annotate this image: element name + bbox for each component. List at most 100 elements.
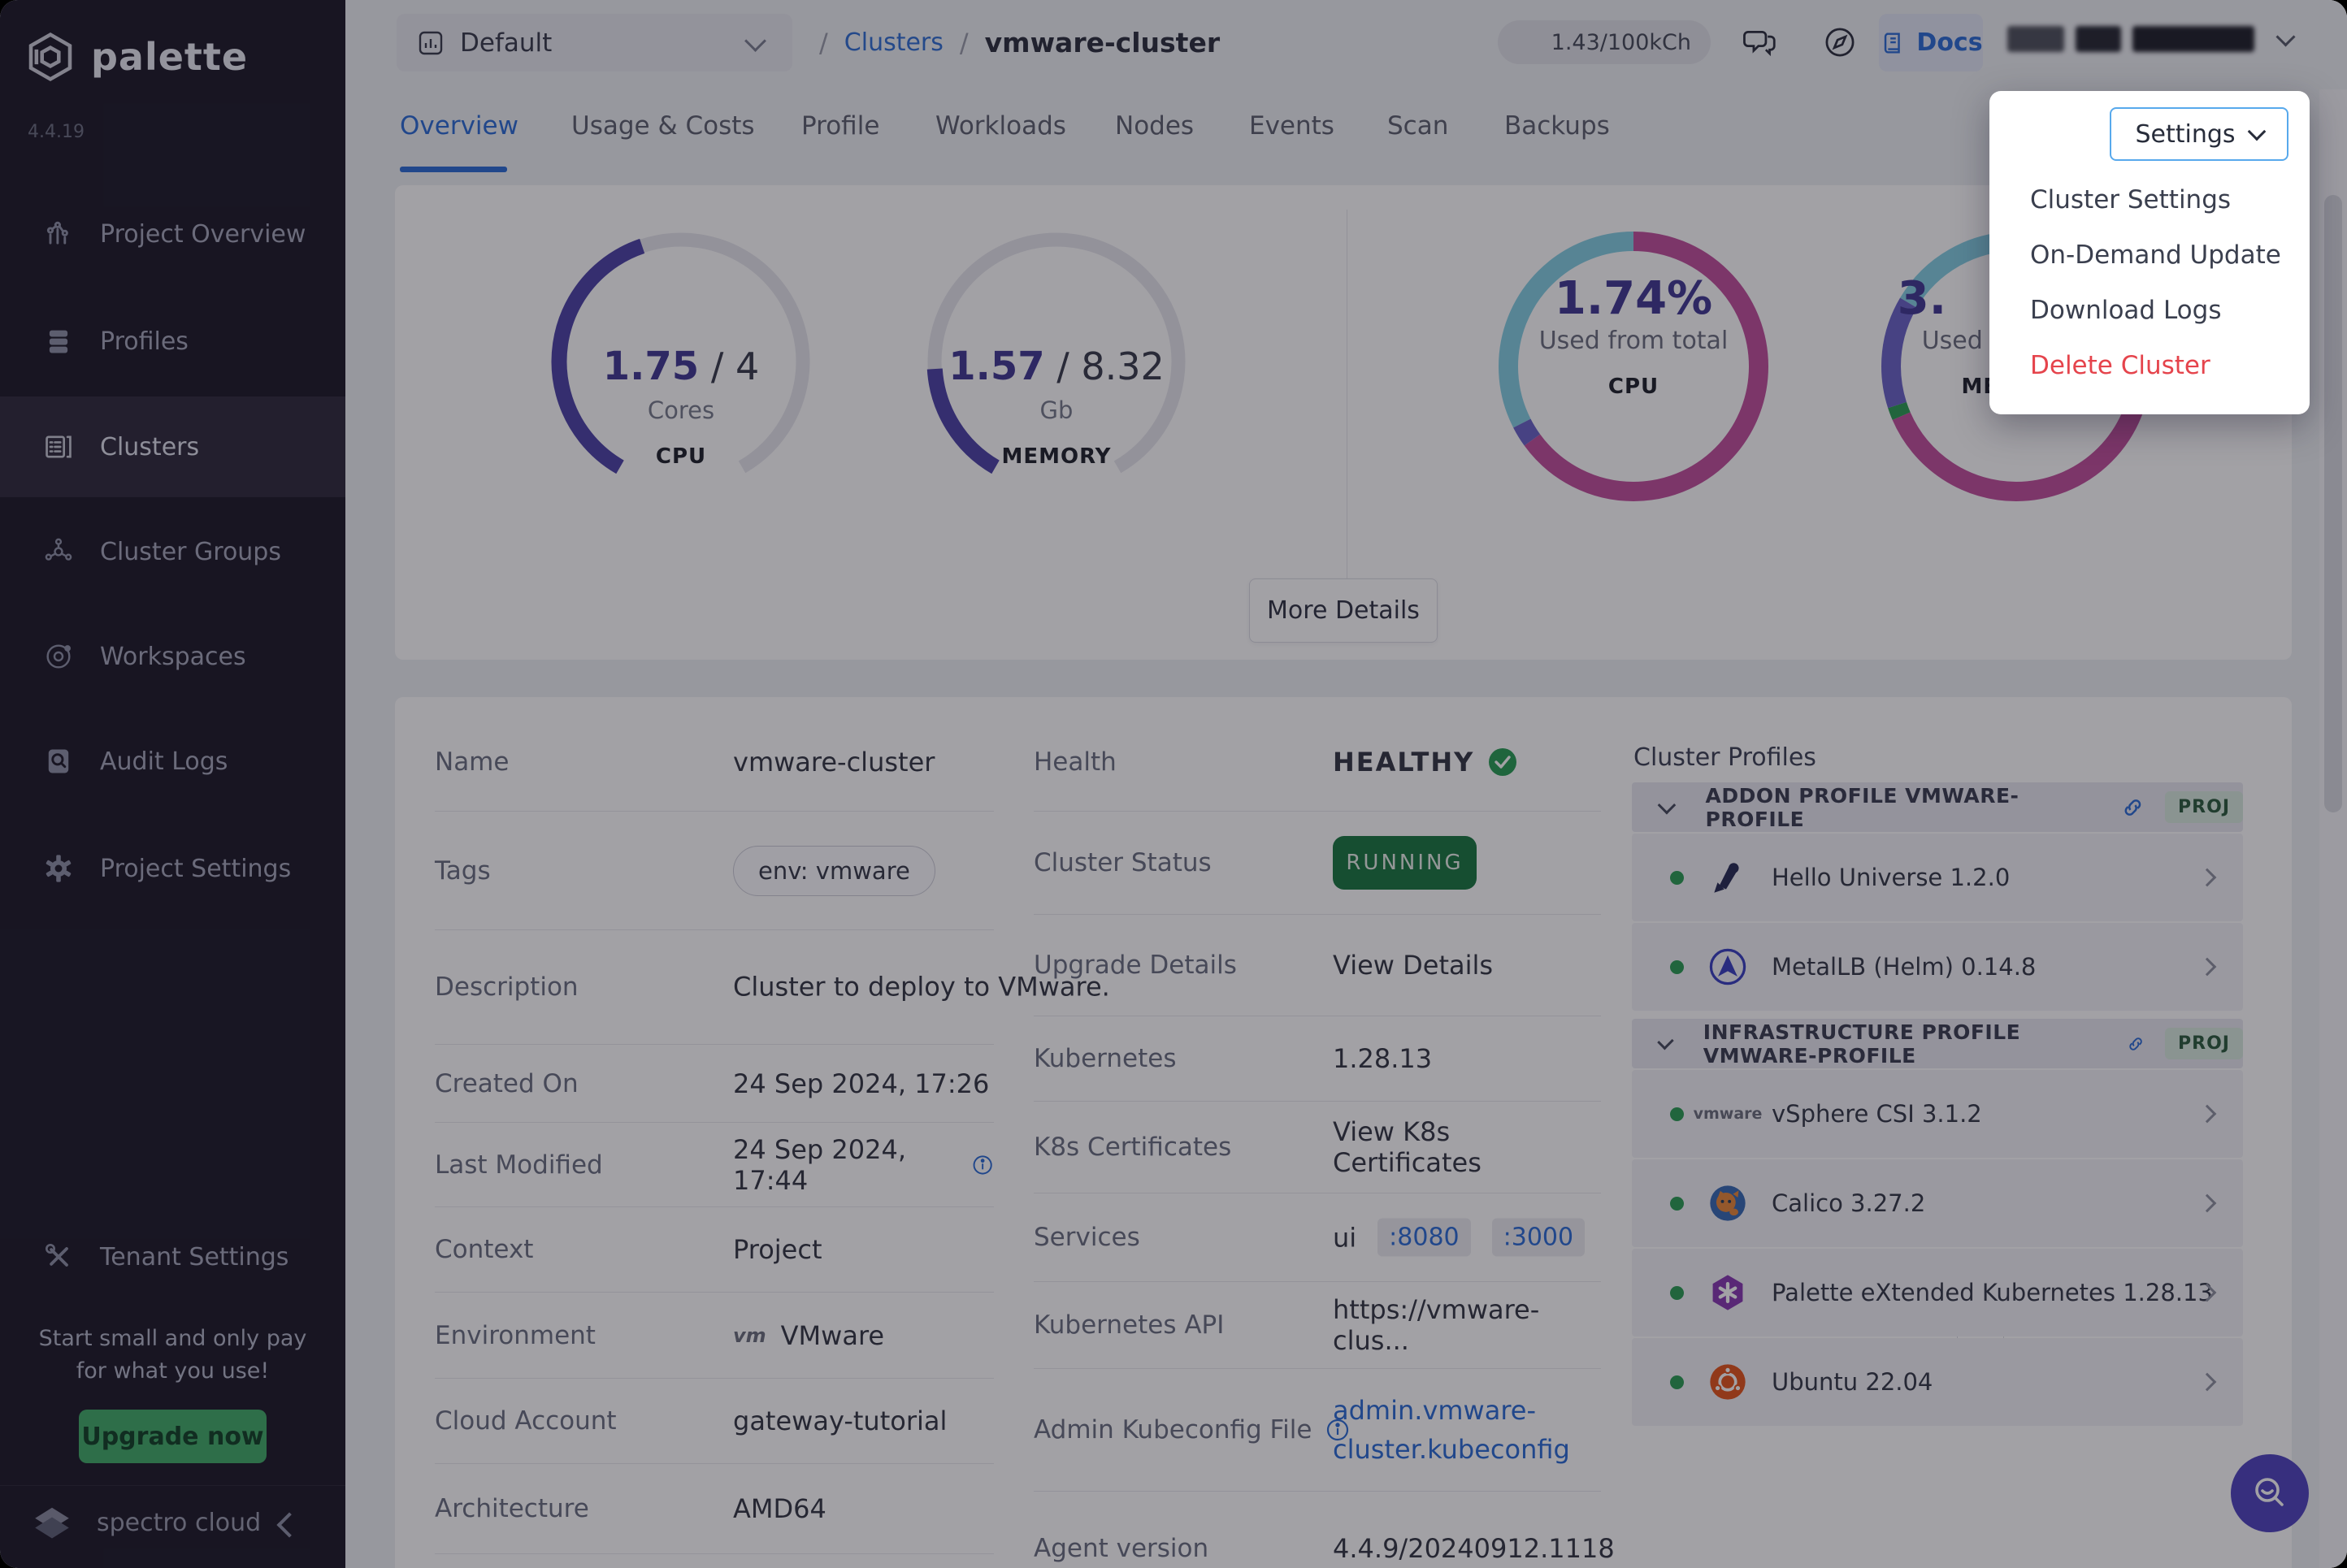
- service-port-link[interactable]: :3000: [1491, 1218, 1586, 1257]
- view-k8s-certificates-link[interactable]: View K8s Certificates: [1333, 1116, 1482, 1178]
- status-dot-green: [1670, 1375, 1684, 1389]
- workspaces-icon: [41, 639, 76, 674]
- memory-used-value: 1.57: [948, 344, 1045, 389]
- user-name-redacted: [2007, 26, 2064, 52]
- profile-layer-calico[interactable]: Calico 3.27.2: [1632, 1159, 2243, 1247]
- field-value: 4.4.9/20240912.1118: [1333, 1533, 1615, 1564]
- addon-profile-header[interactable]: ADDON PROFILE VMWARE-PROFILE PROJ: [1632, 782, 2243, 832]
- sidebar-item-clusters[interactable]: Clusters: [0, 398, 345, 496]
- field-label: Environment: [435, 1320, 596, 1350]
- details-left-column: Name vmware-cluster Tags env: vmware Des…: [435, 713, 1389, 1554]
- sidebar-item-audit-logs[interactable]: Audit Logs: [0, 713, 345, 810]
- link-icon[interactable]: [2120, 795, 2145, 821]
- project-selector[interactable]: Default: [397, 14, 792, 71]
- view-details-link[interactable]: View Details: [1333, 950, 1494, 981]
- proj-badge: PROJ: [2165, 1028, 2243, 1059]
- detail-row-environment: Environment vm VMware: [435, 1293, 994, 1379]
- tab-usage-costs[interactable]: Usage & Costs: [571, 111, 755, 141]
- profile-header-title: ADDON PROFILE VMWARE-PROFILE: [1705, 783, 2019, 831]
- menu-item-cluster-settings[interactable]: Cluster Settings: [2030, 185, 2232, 214]
- kubeconfig-download-link[interactable]: cluster.kubeconfig: [1333, 1434, 1570, 1465]
- tag-chip: env: vmware: [733, 845, 935, 896]
- profile-layer-vsphere-csi[interactable]: vmware vSphere CSI 3.1.2: [1632, 1070, 2243, 1158]
- profile-layer-palette-kubernetes[interactable]: Palette eXtended Kubernetes 1.28.13: [1632, 1249, 2243, 1336]
- breadcrumb-link-clusters[interactable]: Clusters: [844, 28, 944, 57]
- tab-nodes[interactable]: Nodes: [1115, 111, 1195, 141]
- more-details-button[interactable]: More Details: [1249, 578, 1438, 643]
- field-value: vmware-cluster: [733, 747, 935, 778]
- sidebar-item-cluster-groups[interactable]: Cluster Groups: [0, 503, 345, 600]
- menu-item-on-demand-update[interactable]: On-Demand Update: [2030, 240, 2281, 270]
- profile-layer-ubuntu[interactable]: Ubuntu 22.04: [1632, 1338, 2243, 1426]
- menu-item-delete-cluster[interactable]: Delete Cluster: [2030, 351, 2210, 380]
- sidebar-item-project-settings[interactable]: Project Settings: [0, 820, 345, 917]
- active-tab-underline: [400, 167, 507, 172]
- usage-quota-badge: 1.43/100kCh: [1498, 20, 1711, 64]
- info-icon[interactable]: [1325, 1417, 1351, 1443]
- field-value: Project: [733, 1234, 822, 1265]
- tab-scan[interactable]: Scan: [1387, 111, 1449, 141]
- field-label: Architecture: [435, 1494, 589, 1523]
- layer-name: Ubuntu 22.04: [1772, 1368, 1933, 1396]
- docs-button[interactable]: Docs: [1879, 14, 1983, 71]
- tab-profile[interactable]: Profile: [801, 111, 880, 141]
- cpu-donut-caption: Used from total: [1538, 327, 1729, 355]
- user-name-redacted: [2132, 26, 2254, 52]
- details-middle-column: Health HEALTHY Cluster Status RUNNING Up…: [1034, 713, 2004, 1568]
- promo-text-line2: for what you use!: [76, 1358, 270, 1384]
- tab-backups[interactable]: Backups: [1504, 111, 1610, 141]
- upgrade-now-button[interactable]: Upgrade now: [79, 1410, 267, 1463]
- sidebar-item-tenant-settings[interactable]: Tenant Settings: [0, 1208, 345, 1306]
- palette-kubernetes-icon: [1705, 1270, 1750, 1315]
- settings-button[interactable]: Settings: [2110, 107, 2288, 161]
- field-label: Description: [435, 972, 579, 1002]
- status-dot-green: [1670, 959, 1684, 974]
- memory-gauge: 1.57 / 8.32 Gb MEMORY: [918, 223, 1195, 500]
- compass-icon: [1825, 28, 1855, 57]
- cpu-gauge-label: CPU: [655, 444, 707, 469]
- cpu-total-value: / 4: [699, 344, 760, 388]
- field-label: Kubernetes API: [1034, 1310, 1225, 1340]
- detail-row-cloud-account: Cloud Account gateway-tutorial: [435, 1379, 994, 1464]
- layer-name: Hello Universe 1.2.0: [1772, 864, 2011, 891]
- health-status: HEALTHY: [1333, 747, 1475, 778]
- chat-button[interactable]: [1741, 23, 1780, 62]
- field-value: AMD64: [733, 1493, 826, 1524]
- explore-button[interactable]: [1820, 23, 1859, 62]
- cpu-used-value: 1.75: [602, 344, 700, 389]
- search-smile-icon: [2255, 1478, 2284, 1506]
- sidebar-footer-divider: [0, 1485, 345, 1486]
- sidebar-item-profiles[interactable]: Profiles: [0, 292, 345, 390]
- user-menu[interactable]: [2007, 26, 2296, 52]
- tab-events[interactable]: Events: [1249, 111, 1334, 141]
- tab-workloads[interactable]: Workloads: [935, 111, 1066, 141]
- scrollbar-thumb[interactable]: [2324, 195, 2342, 812]
- sidebar-item-workspaces[interactable]: Workspaces: [0, 608, 345, 705]
- book-icon: [1885, 32, 1901, 54]
- field-label: K8s Certificates: [1034, 1133, 1232, 1162]
- infrastructure-profile-header[interactable]: INFRASTRUCTURE PROFILE VMWARE-PROFILE PR…: [1632, 1019, 2243, 1068]
- profile-layer-hello-universe[interactable]: Hello Universe 1.2.0: [1632, 834, 2243, 921]
- promo-text-line1: Start small and only pay: [38, 1326, 307, 1351]
- menu-item-download-logs[interactable]: Download Logs: [2030, 296, 2222, 325]
- breadcrumb-current: vmware-cluster: [984, 27, 1221, 58]
- search-fab[interactable]: [2231, 1454, 2309, 1532]
- layers-icon: [41, 323, 76, 359]
- check-circle-icon: [1489, 748, 1517, 776]
- info-icon[interactable]: [971, 1152, 994, 1178]
- tab-overview[interactable]: Overview: [400, 111, 518, 141]
- cluster-details-card: Name vmware-cluster Tags env: vmware Des…: [395, 697, 2292, 1568]
- link-icon[interactable]: [2126, 1031, 2145, 1057]
- cluster-profiles-title: Cluster Profiles: [1633, 743, 1816, 772]
- field-label: Name: [435, 747, 510, 777]
- calico-icon: [1705, 1180, 1750, 1226]
- status-dot-green: [1670, 1285, 1684, 1300]
- field-label: Context: [435, 1235, 534, 1264]
- profile-layer-metallb[interactable]: MetalLB (Helm) 0.14.8: [1632, 923, 2243, 1011]
- detail-row-modified: Last Modified 24 Sep 2024, 17:44: [435, 1123, 994, 1207]
- kubeconfig-download-link[interactable]: admin.vmware-: [1333, 1395, 1537, 1426]
- sidebar-item-project-overview[interactable]: Project Overview: [0, 185, 345, 283]
- cpu-gauge: 1.75 / 4 Cores CPU: [543, 223, 819, 500]
- service-port-link[interactable]: :8080: [1377, 1218, 1471, 1257]
